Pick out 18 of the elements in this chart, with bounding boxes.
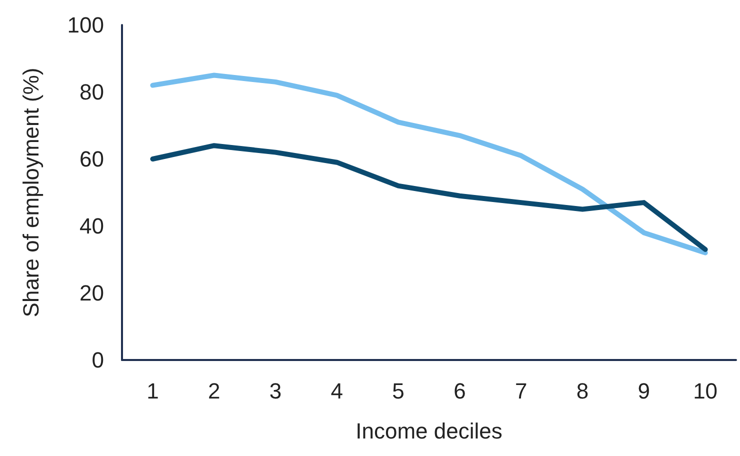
y-axis-title: Share of employment (%) — [18, 68, 44, 318]
y-tick-label: 60 — [80, 146, 104, 172]
y-tick-label: 0 — [92, 348, 104, 372]
x-axis-title: Income deciles — [356, 418, 502, 444]
y-tick-label: 80 — [80, 80, 104, 104]
x-tick-label: 3 — [269, 378, 282, 404]
y-tick-label: 20 — [80, 280, 104, 306]
x-tick-label: 10 — [693, 378, 718, 404]
x-tick-label: 4 — [330, 378, 344, 404]
x-tick-label: 6 — [454, 378, 466, 404]
x-tick-label: 7 — [514, 378, 528, 404]
y-tick-label: 100 — [67, 12, 104, 38]
x-tick-label: 1 — [146, 378, 159, 404]
x-tick-label: 8 — [576, 378, 589, 404]
x-tick-label: 2 — [208, 378, 220, 404]
y-tick-label: 40 — [80, 214, 104, 238]
x-tick-label: 9 — [638, 378, 650, 404]
x-tick-label: 5 — [392, 378, 404, 404]
